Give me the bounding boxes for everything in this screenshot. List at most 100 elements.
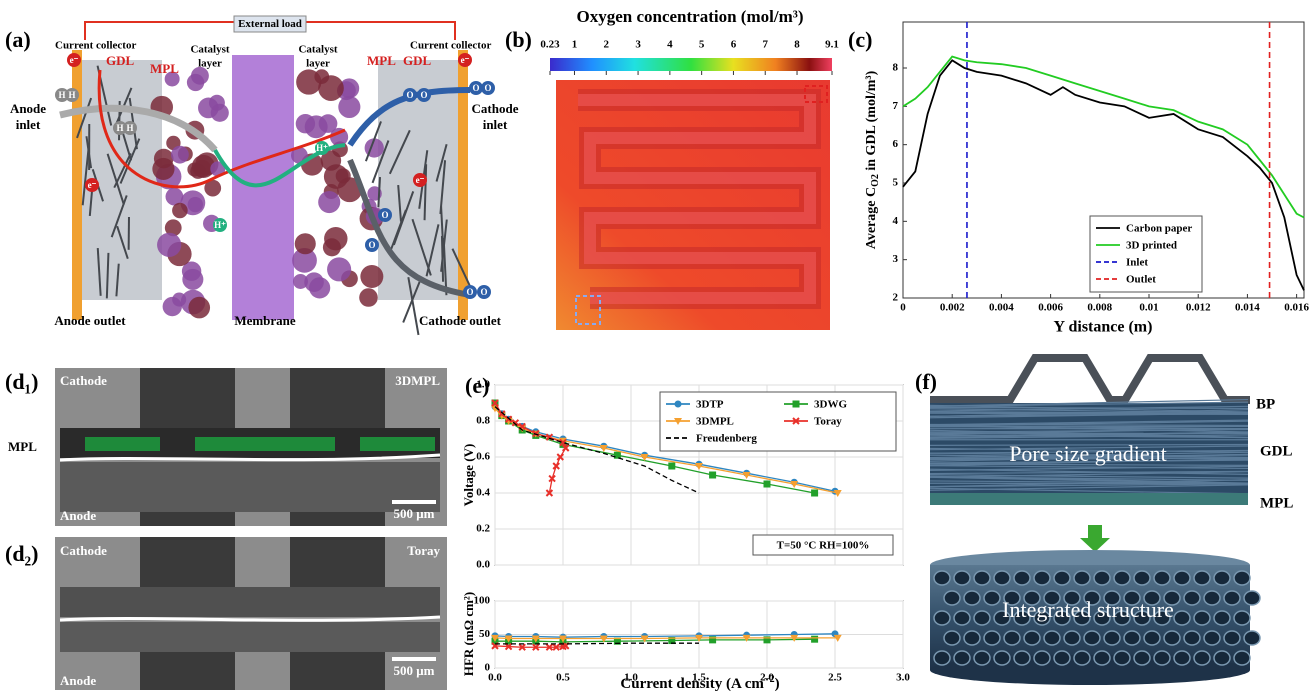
flow-arrow (85, 437, 160, 451)
particle (324, 227, 347, 250)
pore (1154, 571, 1170, 585)
pore (934, 571, 950, 585)
legend-label: Carbon paper (1126, 223, 1192, 235)
y-tick-label: 3 (893, 253, 899, 265)
species-label: e⁻ (88, 180, 97, 190)
pore (1194, 611, 1210, 625)
series-line (495, 638, 838, 639)
pore (974, 651, 990, 665)
particle (318, 191, 340, 213)
pore (1234, 571, 1250, 585)
pore (1194, 651, 1210, 665)
panel-label: (f) (915, 369, 937, 394)
pore (964, 591, 980, 605)
colorbar-title: Oxygen concentration (mol/m³) (576, 7, 803, 26)
catalyst-label: layer (306, 58, 330, 70)
particle (171, 146, 189, 164)
y-tick-label: 5 (893, 177, 899, 189)
y-tick-label: 0.0 (476, 559, 490, 571)
pore (954, 611, 970, 625)
pore (984, 631, 1000, 645)
pore (1014, 571, 1030, 585)
pore (1244, 631, 1260, 645)
external-load: External load (238, 18, 302, 30)
anode-inlet: inlet (16, 117, 41, 132)
cathode-label: Cathode (60, 373, 107, 388)
pore (944, 591, 960, 605)
flow-arrow (195, 437, 335, 451)
membrane (232, 55, 294, 320)
pore (1134, 651, 1150, 665)
particle (360, 265, 383, 288)
structure-label: Integrated structure (1002, 597, 1174, 622)
y-tick-label: 0.2 (476, 523, 490, 535)
x-tick-label: 3.0 (896, 672, 910, 684)
particle (188, 297, 210, 319)
species-label: H (58, 90, 65, 100)
panel-f: (f) BP GDL MPL Pore size gradient Integr… (915, 358, 1293, 685)
pore (954, 571, 970, 585)
particle (359, 288, 378, 307)
marker (614, 452, 621, 459)
colorbar-tick-label: 3 (635, 39, 641, 51)
particle (338, 96, 360, 118)
current-collector-label: Current collector (55, 40, 136, 52)
pore (1054, 651, 1070, 665)
x-tick-label: 0.012 (1186, 302, 1211, 314)
cathode-label: Cathode (60, 543, 107, 558)
species-label: e⁻ (416, 175, 425, 185)
land (290, 368, 385, 428)
y-tick-label: 7 (893, 100, 899, 112)
marker (811, 490, 818, 497)
panel-label: (a) (5, 27, 31, 52)
land (140, 537, 235, 587)
pore (1234, 611, 1250, 625)
land (290, 537, 385, 587)
cathode-inlet: Cathode (472, 101, 519, 116)
panel-a: External load (a) Current collector Curr… (5, 16, 519, 335)
x-tick-label: 0.016 (1284, 302, 1309, 314)
y-axis-label: HFR (mΩ cm²) (461, 592, 476, 676)
sample-label: Toray (407, 543, 440, 558)
x-label-part: Current density (A cm (620, 676, 764, 692)
gdl-label: GDL (106, 53, 135, 68)
pore (974, 611, 990, 625)
gdl-layer (60, 622, 440, 652)
y-axis-label: Voltage (V) (461, 444, 476, 507)
pore (1224, 631, 1240, 645)
legend-label: 3DWG (814, 399, 847, 411)
x-tick-label: 0.008 (1087, 302, 1112, 314)
particle (327, 257, 351, 281)
pore (1174, 651, 1190, 665)
pore (1164, 631, 1180, 645)
marker (675, 401, 682, 408)
marker (793, 401, 800, 408)
pore (1104, 631, 1120, 645)
y-tick-label: 100 (474, 595, 491, 607)
anode-label: Anode (60, 508, 96, 523)
x-tick-label: 0.01 (1139, 302, 1158, 314)
mpl-label: MPL (367, 53, 396, 68)
colorbar-tick-label: 1 (572, 39, 578, 51)
x-tick-label: 0.014 (1235, 302, 1260, 314)
pore (1184, 631, 1200, 645)
panel-label: (b) (505, 27, 532, 52)
x-tick-label: 2.5 (828, 672, 842, 684)
marker (668, 463, 675, 470)
legend-label: Inlet (1126, 257, 1148, 269)
species-label: H⁺ (316, 143, 328, 153)
pore (1144, 631, 1160, 645)
land (290, 512, 385, 526)
x-tick-label: 0.002 (940, 302, 965, 314)
pore (1124, 631, 1140, 645)
legend-label: Freudenberg (696, 433, 757, 445)
pore (944, 631, 960, 645)
cathode-outlet: Cathode outlet (419, 313, 502, 328)
species-label: H⁺ (214, 220, 226, 230)
species-label: O (420, 90, 427, 100)
species-label: O (472, 83, 479, 93)
pore (1084, 631, 1100, 645)
x-tick-label: 0 (900, 302, 906, 314)
pore (934, 651, 950, 665)
pore (1214, 611, 1230, 625)
